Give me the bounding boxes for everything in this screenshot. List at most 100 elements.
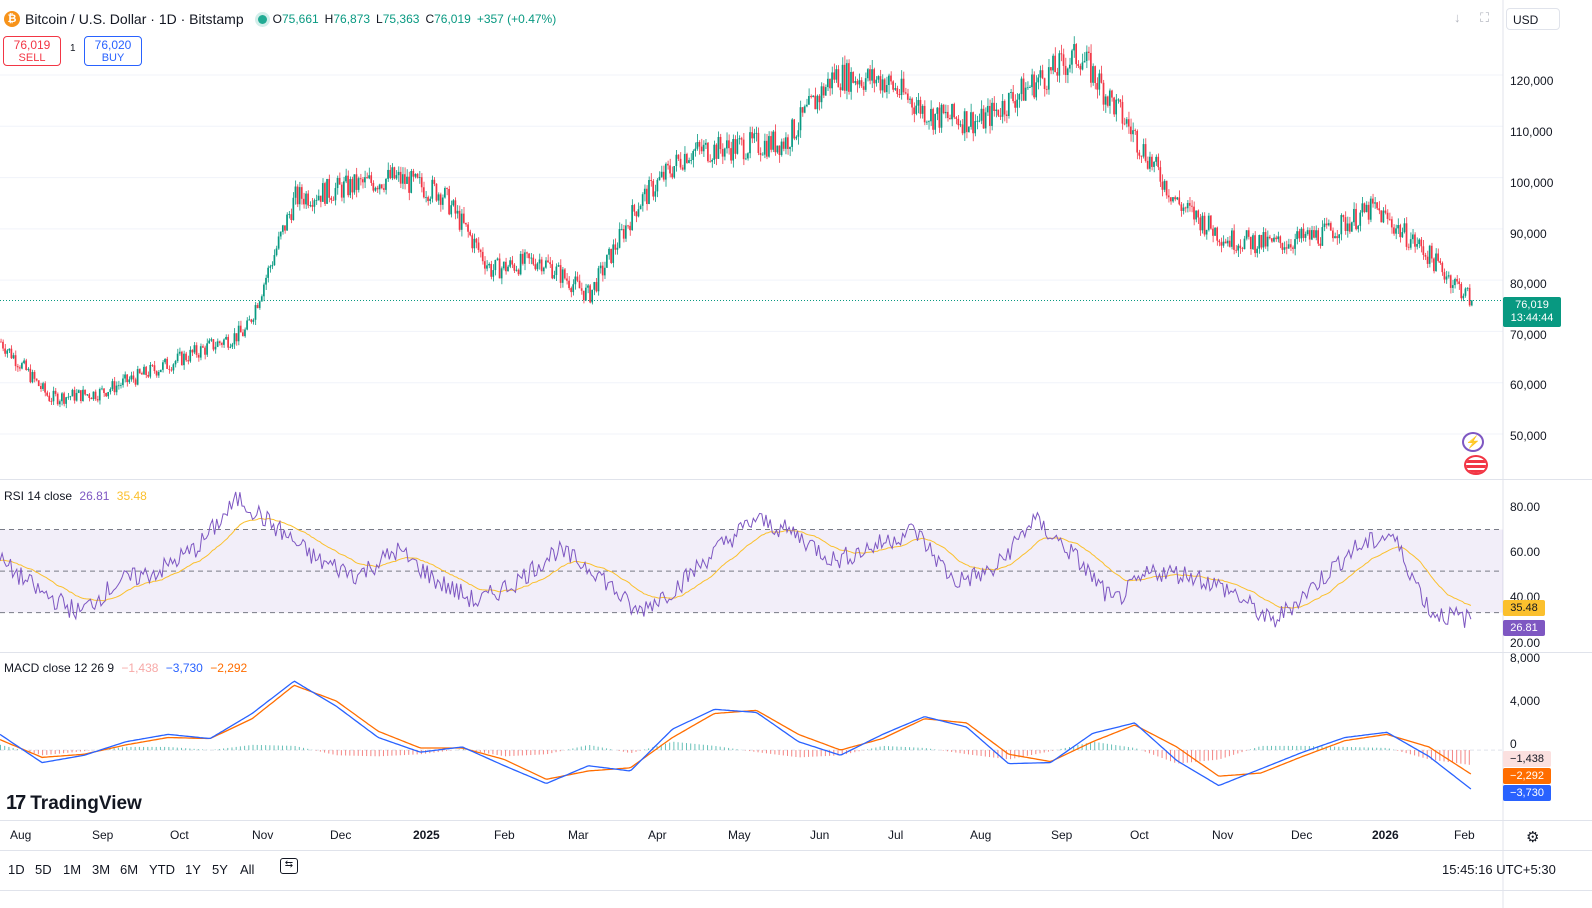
timeframe-button[interactable]: 5Y — [212, 862, 228, 877]
symbol-title[interactable]: Bitcoin / U.S. Dollar · 1D · Bitstamp — [25, 11, 244, 27]
candle — [519, 253, 522, 275]
candle — [631, 205, 633, 231]
candle — [1367, 204, 1370, 220]
timeframe-button[interactable]: 6M — [120, 862, 139, 877]
macd-histogram-bar — [1464, 750, 1466, 765]
pane-divider[interactable] — [0, 479, 1592, 480]
candle — [580, 288, 583, 291]
macd-histogram-bar — [1203, 750, 1205, 761]
candle — [300, 187, 303, 199]
macd-histogram-bar — [79, 750, 81, 752]
candle — [63, 393, 65, 404]
candle — [919, 99, 922, 114]
candle — [25, 360, 27, 370]
candle — [595, 282, 598, 292]
macd-histogram-bar — [1165, 750, 1167, 760]
candle — [338, 177, 341, 185]
rsi-legend: RSI 14 close 26.81 35.48 — [4, 489, 147, 503]
candle — [820, 86, 823, 103]
candle — [122, 378, 124, 386]
candle — [1317, 230, 1319, 244]
candle — [755, 132, 758, 134]
timeframe-button[interactable]: 1Y — [185, 862, 201, 877]
macd-tick: 4,000 — [1510, 694, 1541, 708]
timeframe-button[interactable]: All — [240, 862, 255, 877]
candle — [917, 99, 920, 106]
timeframe-button[interactable]: 1M — [63, 862, 82, 877]
price-tick: 100,000 — [1510, 176, 1554, 190]
candle — [481, 251, 484, 262]
candle — [982, 108, 985, 129]
candle — [252, 319, 255, 322]
macd-histogram-bar — [29, 750, 31, 753]
macd-histogram-bar — [1279, 745, 1281, 751]
tradingview-logo[interactable]: 17 TradingView — [6, 792, 142, 815]
candle — [532, 257, 535, 265]
timeframe-button[interactable]: 3M — [92, 862, 111, 877]
macd-histogram-bar — [993, 750, 995, 758]
date-range-icon[interactable]: ⇆ — [280, 858, 298, 874]
macd-histogram-bar — [1321, 746, 1323, 751]
candle — [385, 178, 387, 190]
candle — [351, 179, 354, 193]
candle — [1327, 223, 1330, 226]
lightning-icon[interactable]: ⚡ — [1462, 432, 1484, 452]
candle — [858, 80, 861, 85]
candle — [675, 154, 678, 167]
macd-histogram-bar — [909, 747, 911, 751]
candle — [166, 358, 168, 369]
candle — [570, 288, 572, 293]
candle — [637, 209, 640, 217]
screen-icon[interactable]: ⛶ — [1480, 10, 1490, 25]
candle — [1384, 210, 1387, 213]
candle — [269, 266, 272, 268]
candle — [1407, 246, 1410, 248]
macd-histogram-bar — [1367, 747, 1369, 751]
candle — [1252, 235, 1254, 250]
macd-histogram-bar — [1186, 750, 1188, 763]
candle — [1397, 225, 1399, 229]
macd-title[interactable]: MACD close 12 26 9 — [4, 661, 115, 675]
candle — [707, 142, 709, 162]
candle — [180, 351, 183, 366]
rsi-title[interactable]: RSI 14 close — [4, 489, 73, 503]
candle — [75, 392, 78, 401]
settings-gear-icon[interactable]: ⚙ — [1526, 829, 1540, 846]
macd-histogram-bar — [303, 747, 305, 751]
us-flag-icon[interactable] — [1464, 455, 1488, 475]
clock[interactable]: 15:45:16 UTC+5:30 — [1442, 862, 1556, 877]
candle — [157, 371, 160, 376]
candle — [1220, 242, 1223, 246]
macd-histogram-bar — [824, 750, 826, 757]
timeframe-button[interactable]: 1D — [8, 862, 25, 877]
macd-histogram-bar — [1212, 750, 1214, 761]
arrow-down-icon[interactable]: ↓ — [1454, 10, 1461, 25]
buy-button[interactable]: 76,020 BUY — [84, 36, 142, 66]
candle — [1062, 54, 1065, 66]
candle — [542, 267, 545, 272]
candle — [147, 374, 150, 377]
candle — [1243, 238, 1246, 250]
candle — [48, 395, 51, 402]
currency-label: USD — [1513, 13, 1539, 27]
timeframe-button[interactable]: 5D — [35, 862, 52, 877]
price-tick: 70,000 — [1510, 328, 1547, 342]
candle — [241, 332, 244, 337]
macd-histogram-bar — [555, 750, 557, 753]
candle — [248, 319, 251, 321]
timeframe-button[interactable]: YTD — [149, 862, 175, 877]
sell-button[interactable]: 76,019 SELL — [3, 36, 61, 66]
candle — [824, 87, 827, 96]
currency-select[interactable]: USD — [1506, 8, 1560, 30]
candle — [429, 198, 431, 202]
candle — [439, 194, 442, 205]
candle — [1294, 239, 1296, 249]
candle — [1228, 240, 1231, 247]
macd-histogram-bar — [315, 750, 317, 751]
candle — [1197, 210, 1200, 218]
candle — [1458, 281, 1460, 285]
candle — [14, 355, 17, 367]
pane-divider[interactable] — [0, 652, 1592, 653]
macd-histogram-bar — [568, 749, 570, 751]
